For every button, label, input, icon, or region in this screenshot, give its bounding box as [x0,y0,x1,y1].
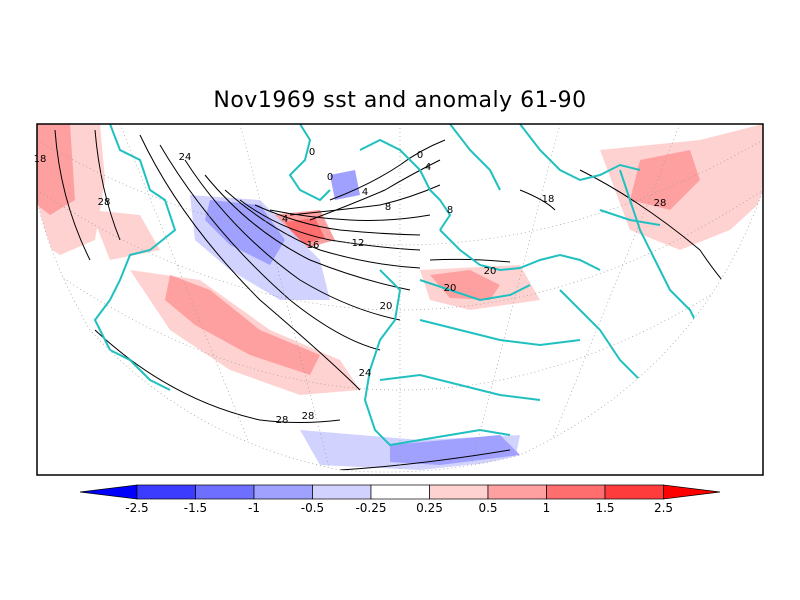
colorbar-tick-label: 0.25 [416,501,443,515]
contour-label: 24 [359,368,372,379]
colorbar-tick-label: 1.5 [595,501,614,515]
colorbar-tick-label: 1 [543,501,551,515]
contour-label: 12 [352,238,365,249]
contour-label: 28 [276,415,289,426]
graticule [37,124,763,475]
colorbar-segment [136,484,196,500]
colorbar-tick-label: -2.5 [125,501,148,515]
contour-label: 8 [385,202,391,213]
outside-domain-mask [37,190,763,475]
contour-label: 0 [309,147,315,158]
colorbar-segment [429,484,489,500]
colorbar-segment [253,484,313,500]
colorbar-labels: -2.5 -1.5 -1 -0.5 -0.25 0.25 0.5 1 1.5 2.5 [125,501,673,515]
contour-label: 28 [654,198,667,209]
warm-anomaly-strong [37,124,700,375]
colorbar [79,484,721,500]
colorbar-tick-label: 0.5 [478,501,497,515]
contour-labels: 24 28 0 0 4 0 4 4 8 8 18 16 12 20 20 20 … [34,147,667,426]
colorbar-segment [604,484,664,500]
contour-label: 0 [417,150,423,161]
contour-label: 18 [34,154,47,165]
colorbar-tick-label: -1.5 [184,501,207,515]
contour-label: 4 [282,214,288,225]
contour-label: 4 [362,187,368,198]
colorbar-segment [370,484,430,500]
map-title: Nov1969 sst and anomaly 61-90 [213,88,587,113]
contour-label: 4 [425,162,431,173]
contour-label: 20 [484,266,497,277]
sst-contours [54,129,741,471]
colorbar-arrow-right [663,484,721,500]
warm-anomaly-peak [285,218,325,245]
contour-label: 16 [307,240,320,251]
contour-label: 20 [380,301,393,312]
colorbar-tick-label: -1 [248,501,260,515]
contour-label: 28 [302,411,315,422]
coastlines [93,124,701,447]
contour-label: 24 [179,152,192,163]
colorbar-tick-label: -0.25 [355,501,386,515]
contour-label: 28 [98,197,111,208]
colorbar-segment [546,484,606,500]
colorbar-segment [487,484,547,500]
colorbar-segment [195,484,255,500]
contour-label: 20 [444,283,457,294]
colorbar-segment [312,484,372,500]
contour-label: 18 [542,194,555,205]
contour-label: 8 [447,205,453,216]
colorbar-tick-label: -0.5 [301,501,324,515]
contour-label: 0 [327,172,333,183]
colorbar-tick-label: 2.5 [654,501,673,515]
map-frame [36,123,764,476]
colorbar-arrow-left [79,484,138,500]
